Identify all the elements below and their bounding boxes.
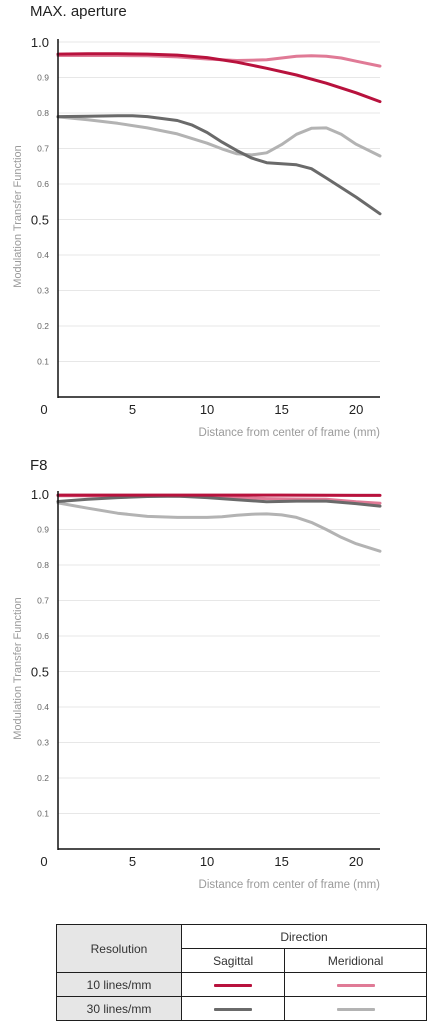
x-axis-label: Distance from center of frame (mm) bbox=[199, 879, 381, 891]
x-tick-label: 10 bbox=[200, 402, 214, 417]
legend-resolution-header: Resolution bbox=[56, 924, 182, 973]
y-tick-label: 0.8 bbox=[37, 560, 49, 570]
series-line-10-lines-mm-sagittal bbox=[56, 52, 382, 104]
y-tick-label: 0.8 bbox=[37, 108, 49, 118]
y-tick-label: 0.5 bbox=[31, 665, 49, 680]
x-tick-label: 0 bbox=[40, 854, 47, 869]
y-tick-label: 0.9 bbox=[37, 525, 49, 535]
legend-meridional-header: Meridional bbox=[284, 948, 427, 973]
x-tick-label: 5 bbox=[129, 854, 136, 869]
legend-swatch-30-meridional bbox=[336, 1007, 375, 1011]
legend-swatch-30-sagittal bbox=[214, 1007, 253, 1011]
y-tick-label: 0.7 bbox=[37, 144, 49, 154]
x-tick-label: 10 bbox=[200, 854, 214, 869]
y-tick-label: 0.1 bbox=[37, 809, 49, 819]
y-tick-label: 0.6 bbox=[37, 179, 49, 189]
x-tick-label: 5 bbox=[129, 402, 136, 417]
y-tick-label: 1.0 bbox=[31, 35, 49, 50]
legend-table: Resolution Direction Sagittal Meridional… bbox=[56, 924, 427, 1021]
legend-row-10-label: 10 lines/mm bbox=[56, 972, 182, 997]
chart-title-max-aperture: MAX. aperture bbox=[30, 3, 127, 20]
y-tick-label: 0.5 bbox=[31, 213, 49, 228]
x-tick-label: 20 bbox=[349, 854, 363, 869]
y-tick-label: 0.2 bbox=[37, 321, 49, 331]
legend-row-30-label: 30 lines/mm bbox=[56, 996, 182, 1021]
mtf-chart-f8: 0.1 0.2 0.3 0.4 0.5 0.6 0.7 0.8 0.9 1.0 0 5 10 15 20 Di… bbox=[12, 487, 382, 891]
series-line-30-lines-mm-meridional bbox=[56, 115, 382, 158]
mtf-chart-max-aperture: 0.1 0.2 0.3 0.4 0.5 0.6 0.7 0.8 0.9 1.0 0 5 10 15 20 Di… bbox=[12, 35, 382, 439]
x-tick-label: 20 bbox=[349, 402, 363, 417]
legend-swatch-cell-10-meridional bbox=[284, 972, 427, 997]
y-tick-label: 0.6 bbox=[37, 631, 49, 641]
y-tick-label: 0.9 bbox=[37, 73, 49, 83]
y-tick-label: 0.3 bbox=[37, 286, 49, 296]
legend-swatch-10-meridional bbox=[336, 983, 375, 987]
series-line-10-lines-mm-meridional bbox=[56, 54, 382, 68]
y-tick-label: 0.1 bbox=[37, 357, 49, 367]
legend-direction-header: Direction bbox=[181, 924, 427, 949]
legend-swatch-cell-30-meridional bbox=[284, 996, 427, 1021]
x-axis-label: Distance from center of frame (mm) bbox=[199, 427, 381, 439]
series-line-30-lines-mm-sagittal bbox=[56, 494, 382, 508]
chart-title-f8: F8 bbox=[30, 457, 48, 474]
legend-sagittal-header: Sagittal bbox=[180, 948, 286, 973]
x-tick-label: 15 bbox=[274, 854, 288, 869]
x-tick-label: 15 bbox=[274, 402, 288, 417]
y-tick-label: 0.3 bbox=[37, 738, 49, 748]
legend-swatch-cell-30-sagittal bbox=[180, 996, 286, 1021]
y-tick-label: 0.7 bbox=[37, 596, 49, 606]
y-axis-label: Modulation Transfer Function bbox=[12, 145, 24, 287]
y-tick-label: 1.0 bbox=[31, 487, 49, 502]
legend-swatch-cell-10-sagittal bbox=[180, 972, 286, 997]
y-tick-label: 0.4 bbox=[37, 702, 49, 712]
y-tick-label: 0.2 bbox=[37, 773, 49, 783]
series-line-30-lines-mm-meridional bbox=[56, 501, 382, 553]
y-axis-label: Modulation Transfer Function bbox=[12, 597, 24, 739]
x-tick-label: 0 bbox=[40, 402, 47, 417]
legend-swatch-10-sagittal bbox=[214, 983, 253, 987]
y-tick-label: 0.4 bbox=[37, 250, 49, 260]
series-line-30-lines-mm-sagittal bbox=[56, 114, 382, 216]
